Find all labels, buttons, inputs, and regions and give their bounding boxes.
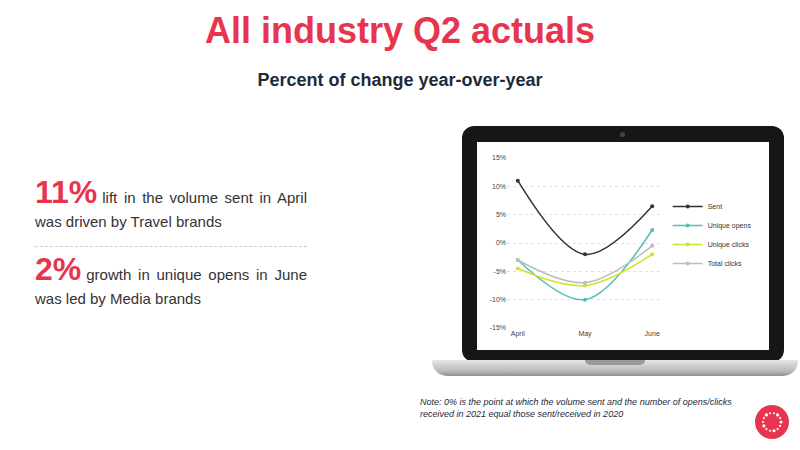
svg-text:15%: 15% bbox=[492, 154, 506, 161]
svg-text:May: May bbox=[578, 330, 592, 338]
svg-text:June: June bbox=[645, 330, 660, 337]
html-text:growth in unique opens in June: growth in unique opens in June was led b… bbox=[35, 266, 307, 307]
html-text:Percent of change year-over-ye: Percent of change year-over-year bbox=[257, 70, 543, 90]
html-text:11%: 11% bbox=[35, 174, 98, 210]
html-text:All industry Q2 actuals: All industry Q2 actuals bbox=[204, 10, 596, 51]
svg-text:10%: 10% bbox=[492, 183, 506, 190]
svg-text:April: April bbox=[511, 330, 525, 338]
html-text:Note: 0% is the point at which: Note: 0% is the point at which the volum… bbox=[420, 397, 732, 419]
svg-text:0%: 0% bbox=[496, 239, 506, 246]
svg-text:Sent: Sent bbox=[708, 203, 722, 210]
svg-text:-10%: -10% bbox=[490, 296, 506, 303]
svg-text:5%: 5% bbox=[496, 211, 506, 218]
svg-text:Unique opens: Unique opens bbox=[708, 222, 752, 230]
html-text:2%: 2% bbox=[35, 251, 82, 287]
svg-text:Total clicks: Total clicks bbox=[708, 260, 742, 267]
svg-text:-15%: -15% bbox=[490, 324, 506, 331]
svg-text:-5%: -5% bbox=[494, 268, 506, 275]
html-text:lift in the volume sent in Apr: lift in the volume sent in April was dri… bbox=[35, 189, 307, 230]
svg-text:Unique clicks: Unique clicks bbox=[708, 241, 750, 249]
